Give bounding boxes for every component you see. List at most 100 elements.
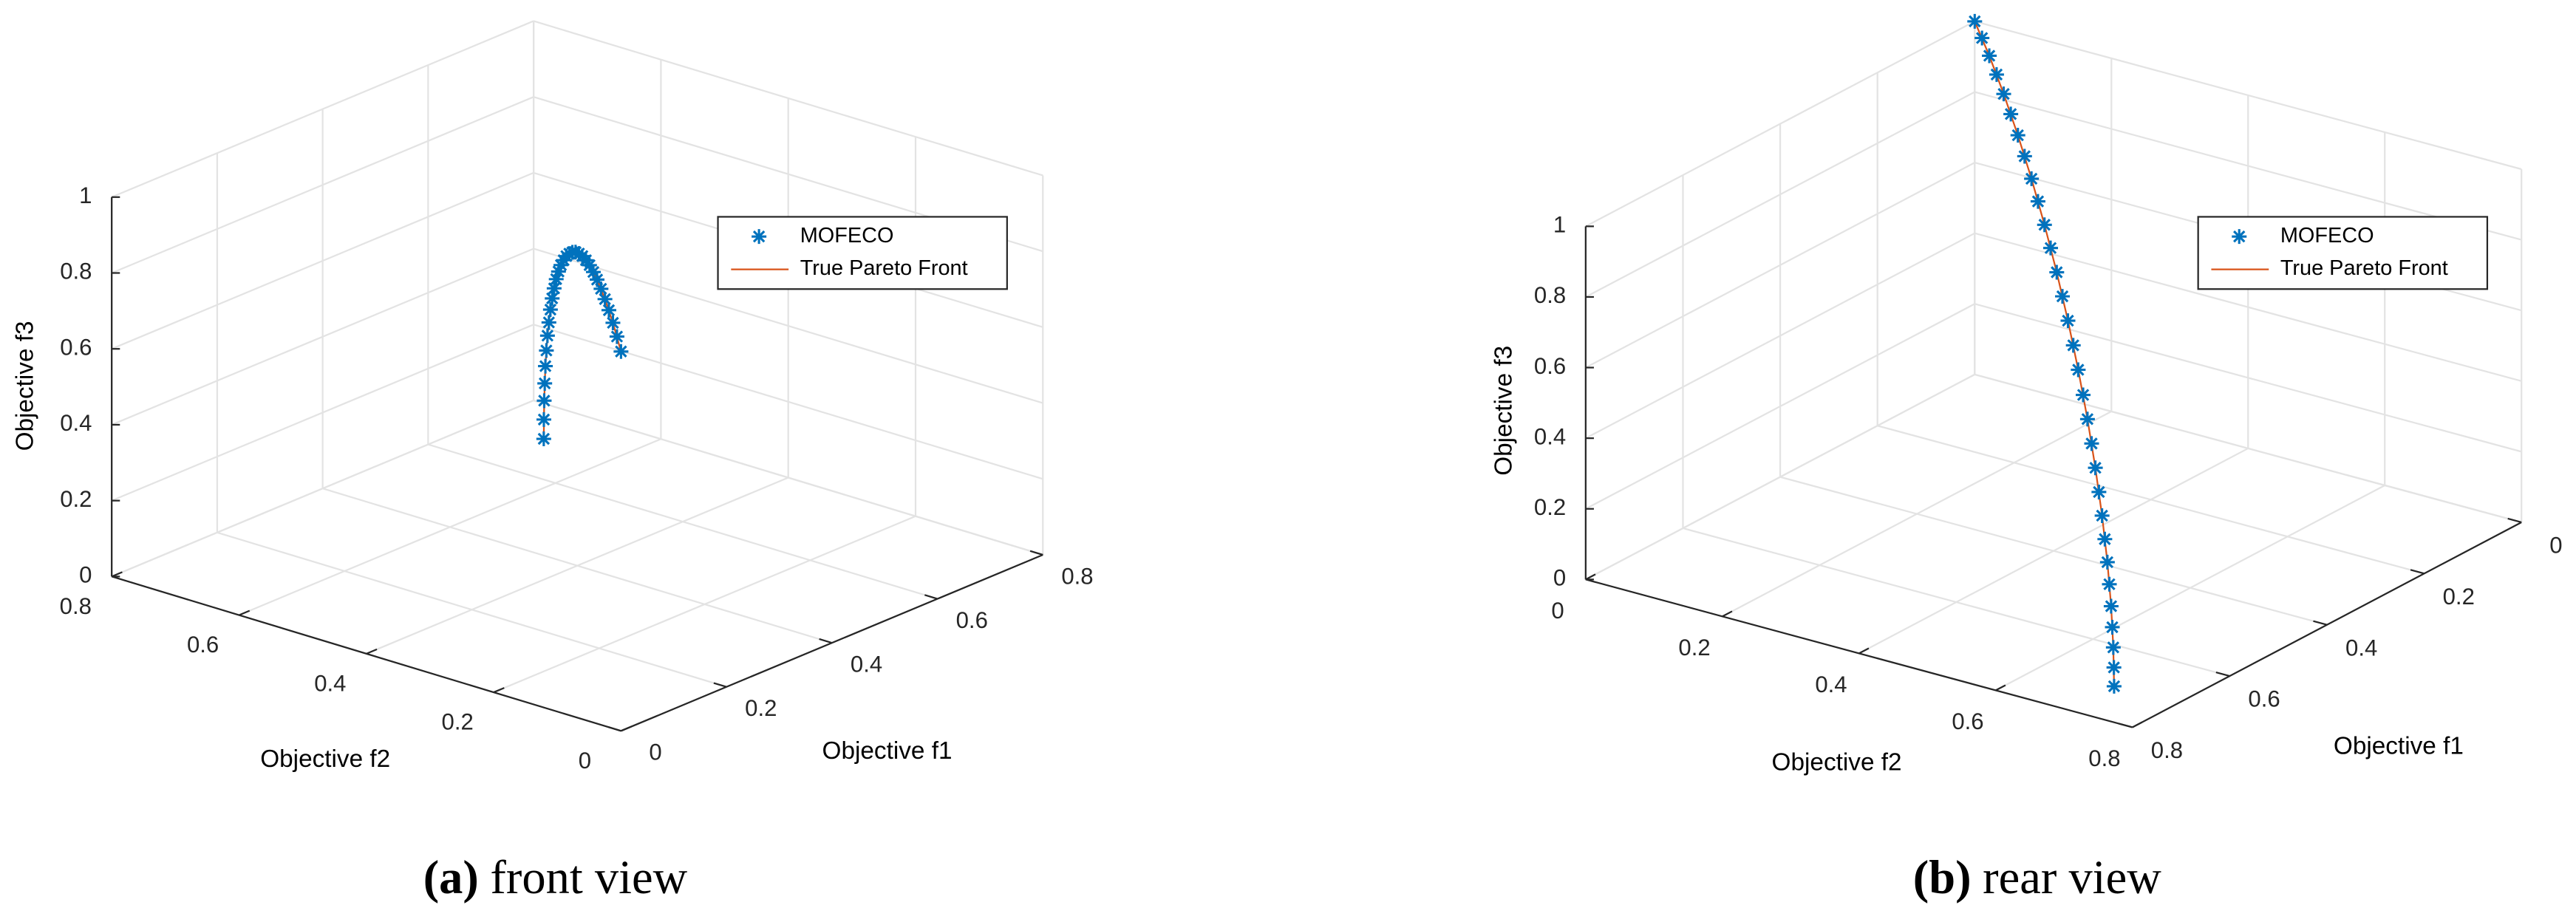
grid-line bbox=[1585, 20, 1975, 228]
x-tick-label: 0 bbox=[649, 740, 661, 765]
y-tick bbox=[2132, 721, 2143, 728]
x-tick-label: 0.8 bbox=[2151, 737, 2183, 763]
point bbox=[538, 358, 553, 374]
point bbox=[537, 375, 553, 391]
point bbox=[2010, 128, 2025, 143]
caption: (a) front view bbox=[423, 851, 688, 904]
grid-line bbox=[533, 20, 1043, 177]
y-tick bbox=[239, 609, 251, 616]
x-tick-label: 0.6 bbox=[2248, 686, 2280, 712]
point bbox=[2106, 678, 2122, 694]
grid-line bbox=[1974, 20, 2522, 171]
y-tick bbox=[1995, 684, 2006, 692]
point bbox=[2024, 171, 2040, 186]
point bbox=[601, 302, 616, 318]
y-tick bbox=[1858, 647, 1870, 655]
y-axis-title: Objective f2 bbox=[1772, 749, 1902, 776]
point bbox=[546, 281, 562, 296]
grid-line bbox=[366, 477, 789, 655]
point bbox=[2030, 194, 2045, 209]
grid-line bbox=[533, 399, 1043, 556]
z-axis-title: Objective f3 bbox=[11, 321, 38, 451]
grid-line bbox=[111, 171, 534, 350]
y-tick-label: 0.8 bbox=[2088, 745, 2120, 771]
point bbox=[2017, 148, 2032, 164]
x-tick-label: 0.2 bbox=[2443, 584, 2475, 609]
point bbox=[2105, 619, 2120, 635]
grid-line bbox=[239, 438, 661, 616]
legend-marker bbox=[752, 229, 767, 245]
x-axis-title: Objective f1 bbox=[2334, 732, 2464, 759]
x-tick bbox=[2313, 620, 2328, 626]
point bbox=[541, 315, 556, 330]
y-tick bbox=[366, 648, 378, 655]
point bbox=[562, 246, 577, 262]
grid-line bbox=[1585, 91, 1975, 298]
point bbox=[1974, 30, 1990, 46]
legend-label: True Pareto Front bbox=[2280, 256, 2448, 280]
x-tick-label: 0.6 bbox=[956, 607, 988, 633]
point bbox=[597, 291, 613, 307]
grid-line bbox=[111, 96, 534, 274]
x-axis bbox=[2132, 521, 2522, 728]
point bbox=[536, 393, 552, 409]
point bbox=[605, 315, 621, 330]
point bbox=[2091, 484, 2107, 499]
point bbox=[1989, 66, 2004, 82]
point bbox=[542, 302, 558, 318]
point bbox=[553, 257, 569, 273]
y-tick-label: 0.4 bbox=[1815, 672, 1847, 697]
x-tick-label: 0.2 bbox=[745, 695, 777, 721]
legend-box bbox=[717, 216, 1008, 290]
point bbox=[2105, 640, 2121, 655]
grid-line bbox=[1858, 447, 2249, 655]
x-tick-label: 0.4 bbox=[851, 652, 882, 677]
point bbox=[536, 412, 552, 427]
point bbox=[1996, 86, 2011, 102]
y-tick bbox=[1722, 610, 1733, 618]
z-tick-label: 0 bbox=[1553, 565, 1566, 591]
point bbox=[2003, 106, 2019, 122]
y-tick-label: 0.8 bbox=[60, 593, 92, 619]
z-tick-label: 0.8 bbox=[60, 259, 92, 284]
x-tick bbox=[2118, 723, 2133, 728]
grid-line bbox=[1974, 91, 2522, 241]
point bbox=[2043, 240, 2059, 256]
point bbox=[2071, 362, 2086, 378]
grid-line bbox=[111, 399, 534, 578]
y-tick-label: 0 bbox=[579, 748, 591, 774]
caption: (b) rear view bbox=[1913, 851, 2161, 904]
point bbox=[2106, 660, 2122, 675]
point bbox=[589, 272, 605, 287]
legend-label: MOFECO bbox=[800, 224, 894, 247]
grid-line bbox=[1585, 232, 1975, 440]
y-tick-label: 0.6 bbox=[1952, 708, 1983, 734]
grid-line bbox=[1585, 162, 1975, 369]
point bbox=[536, 431, 551, 447]
point bbox=[2102, 576, 2117, 592]
z-axis-title: Objective f3 bbox=[1490, 346, 1517, 476]
grid-line bbox=[1585, 303, 1975, 510]
x-tick bbox=[819, 638, 833, 644]
point bbox=[2094, 508, 2110, 523]
point bbox=[2084, 436, 2099, 451]
legend-box bbox=[2197, 216, 2489, 290]
point bbox=[609, 329, 624, 344]
x-tick-label: 0.4 bbox=[2345, 635, 2377, 660]
point bbox=[568, 245, 583, 260]
x-tick bbox=[2410, 569, 2425, 575]
point bbox=[551, 264, 566, 279]
y-tick-label: 0.6 bbox=[187, 632, 219, 658]
point bbox=[548, 271, 564, 287]
pareto-line bbox=[1974, 21, 2116, 686]
grid-line bbox=[1974, 303, 2522, 453]
y-tick bbox=[111, 571, 123, 578]
z-tick-label: 0.2 bbox=[1534, 494, 1566, 520]
y-tick-label: 0.2 bbox=[1678, 635, 1710, 660]
point bbox=[539, 343, 554, 358]
point bbox=[2065, 338, 2081, 353]
point bbox=[2079, 412, 2095, 427]
y-tick bbox=[1585, 573, 1596, 581]
grid-line bbox=[1974, 373, 2522, 524]
